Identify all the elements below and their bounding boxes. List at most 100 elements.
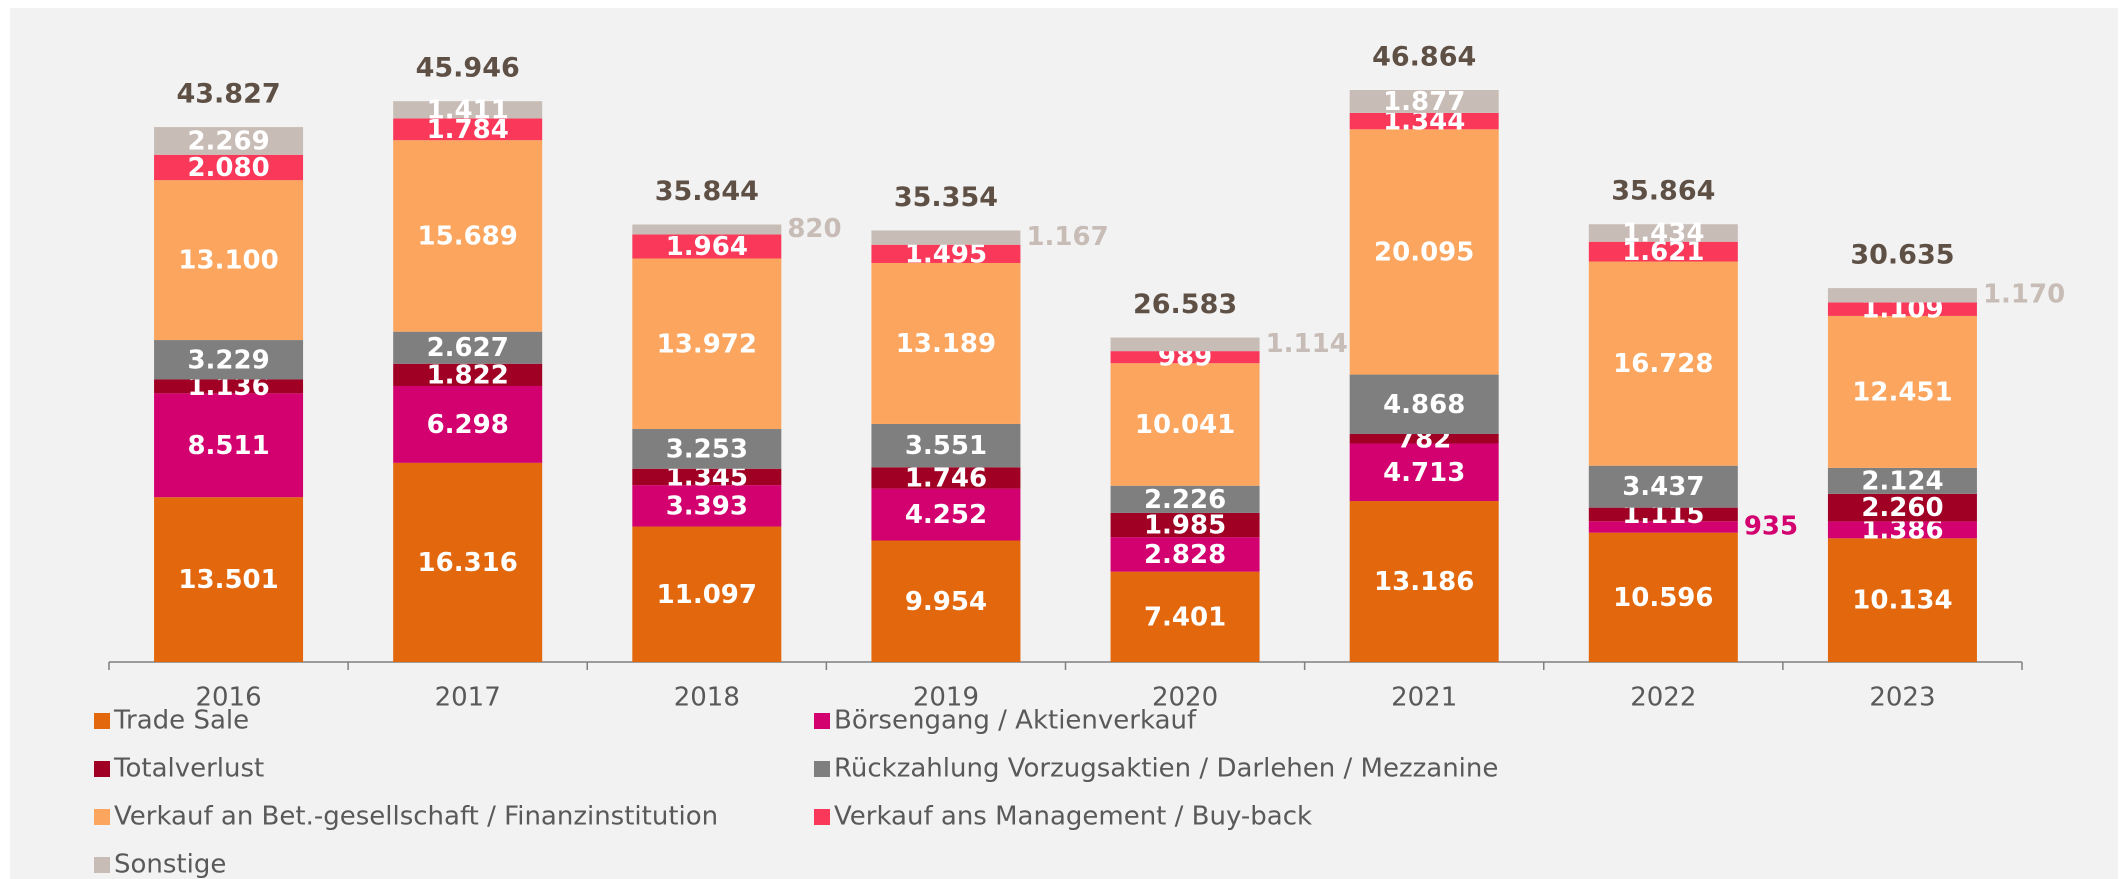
bar-segment — [393, 101, 543, 119]
bar-segment — [1827, 467, 1977, 494]
x-tick-label: 2020 — [1152, 683, 1218, 713]
data-label: 13.972 — [657, 329, 757, 359]
data-label: 7.401 — [1144, 602, 1226, 632]
data-label: 10.596 — [1613, 583, 1713, 613]
bar-segment — [1349, 89, 1499, 113]
data-label: 16.728 — [1613, 349, 1713, 379]
bar-segment — [1588, 532, 1738, 662]
data-label: 2.828 — [1144, 540, 1226, 570]
data-label: 2.080 — [187, 153, 269, 183]
bar-segment — [1827, 315, 1977, 468]
bar-segment — [154, 379, 304, 394]
data-label: 4.713 — [1383, 458, 1465, 488]
bar-segment — [632, 485, 782, 527]
data-label: 1.114 — [1266, 329, 1348, 359]
total-label: 35.864 — [1611, 176, 1715, 207]
data-label: 3.437 — [1622, 472, 1704, 502]
bar-segment — [393, 140, 543, 332]
legend-swatch — [814, 713, 830, 729]
x-tick-label: 2017 — [435, 683, 501, 713]
data-label: 1.877 — [1383, 87, 1465, 117]
bar-segment — [1349, 433, 1499, 444]
data-label: 4.252 — [905, 500, 987, 530]
x-tick-label: 2018 — [674, 683, 740, 713]
data-label: 2.124 — [1861, 466, 1943, 496]
bar-segment — [1588, 224, 1738, 242]
total-label: 46.864 — [1372, 41, 1476, 72]
bar-segment — [154, 497, 304, 662]
data-label: 2.226 — [1144, 485, 1226, 515]
bar-segment — [1827, 538, 1977, 662]
bar-segment — [632, 258, 782, 430]
bar-segment — [1110, 571, 1260, 662]
legend-swatch — [814, 761, 830, 777]
total-label: 43.827 — [176, 79, 280, 110]
bar-segment — [1110, 337, 1260, 352]
x-tick-label: 2023 — [1869, 683, 1935, 713]
data-label: 1.985 — [1144, 511, 1226, 541]
bar-segment — [1349, 374, 1499, 434]
data-label: 13.100 — [178, 246, 278, 276]
plot-background — [10, 8, 2118, 879]
total-label: 26.583 — [1133, 289, 1237, 320]
bar-segment — [1110, 363, 1260, 486]
data-label: 10.134 — [1852, 586, 1952, 616]
total-label: 35.354 — [894, 182, 998, 213]
data-label: 3.229 — [187, 345, 269, 375]
data-label: 20.095 — [1374, 237, 1474, 267]
data-label: 820 — [787, 214, 841, 244]
bar-segment — [154, 393, 304, 498]
bar-segment — [871, 230, 1021, 245]
data-label: 15.689 — [418, 221, 518, 251]
bar-segment — [1349, 443, 1499, 502]
data-label: 1.964 — [666, 232, 748, 262]
data-label: 1.621 — [1622, 237, 1704, 267]
bar-segment — [393, 118, 543, 141]
legend-swatch — [94, 713, 110, 729]
bar-segment — [1588, 241, 1738, 262]
total-label: 45.946 — [416, 53, 520, 84]
data-label: 3.393 — [666, 491, 748, 521]
bar-segment — [1588, 261, 1738, 466]
bar-segment — [632, 224, 782, 235]
bar-segment — [1110, 351, 1260, 364]
bar-segment — [632, 526, 782, 662]
data-label: 13.501 — [178, 565, 278, 595]
data-label: 13.189 — [896, 329, 996, 359]
legend-swatch — [814, 809, 830, 825]
data-label: 8.511 — [187, 431, 269, 461]
bar-segment — [871, 540, 1021, 662]
data-label: 16.316 — [418, 548, 518, 578]
bar-segment — [632, 234, 782, 259]
bar-segment — [393, 331, 543, 364]
bar-segment — [1349, 129, 1499, 375]
total-label: 30.635 — [1850, 240, 1954, 271]
bar-segment — [1827, 288, 1977, 303]
data-label: 4.868 — [1383, 390, 1465, 420]
x-tick-label: 2019 — [913, 683, 979, 713]
data-label: 1.434 — [1622, 218, 1704, 248]
data-label: 6.298 — [427, 410, 509, 440]
data-label: 1.411 — [427, 95, 509, 125]
data-label: 2.627 — [427, 333, 509, 363]
bar-segment — [871, 423, 1021, 468]
bar-segment — [154, 127, 304, 155]
legend-label: Sonstige — [114, 850, 226, 879]
bar-segment — [871, 244, 1021, 263]
data-label: 11.097 — [657, 580, 757, 610]
data-label: 3.253 — [666, 434, 748, 464]
data-label: 10.041 — [1135, 410, 1235, 440]
data-label: 1.784 — [427, 115, 509, 145]
data-label: 1.822 — [427, 360, 509, 390]
data-label: 3.551 — [905, 431, 987, 461]
x-tick-label: 2016 — [195, 683, 261, 713]
bar-segment — [1110, 512, 1260, 538]
bar-segment — [1110, 485, 1260, 513]
legend-swatch — [94, 857, 110, 873]
bar-segment — [154, 180, 304, 341]
legend-label: Verkauf an Bet.-gesellschaft / Finanzins… — [114, 802, 718, 832]
legend-label: Trade Sale — [113, 706, 249, 736]
bar-segment — [632, 468, 782, 486]
data-label: 13.186 — [1374, 567, 1474, 597]
